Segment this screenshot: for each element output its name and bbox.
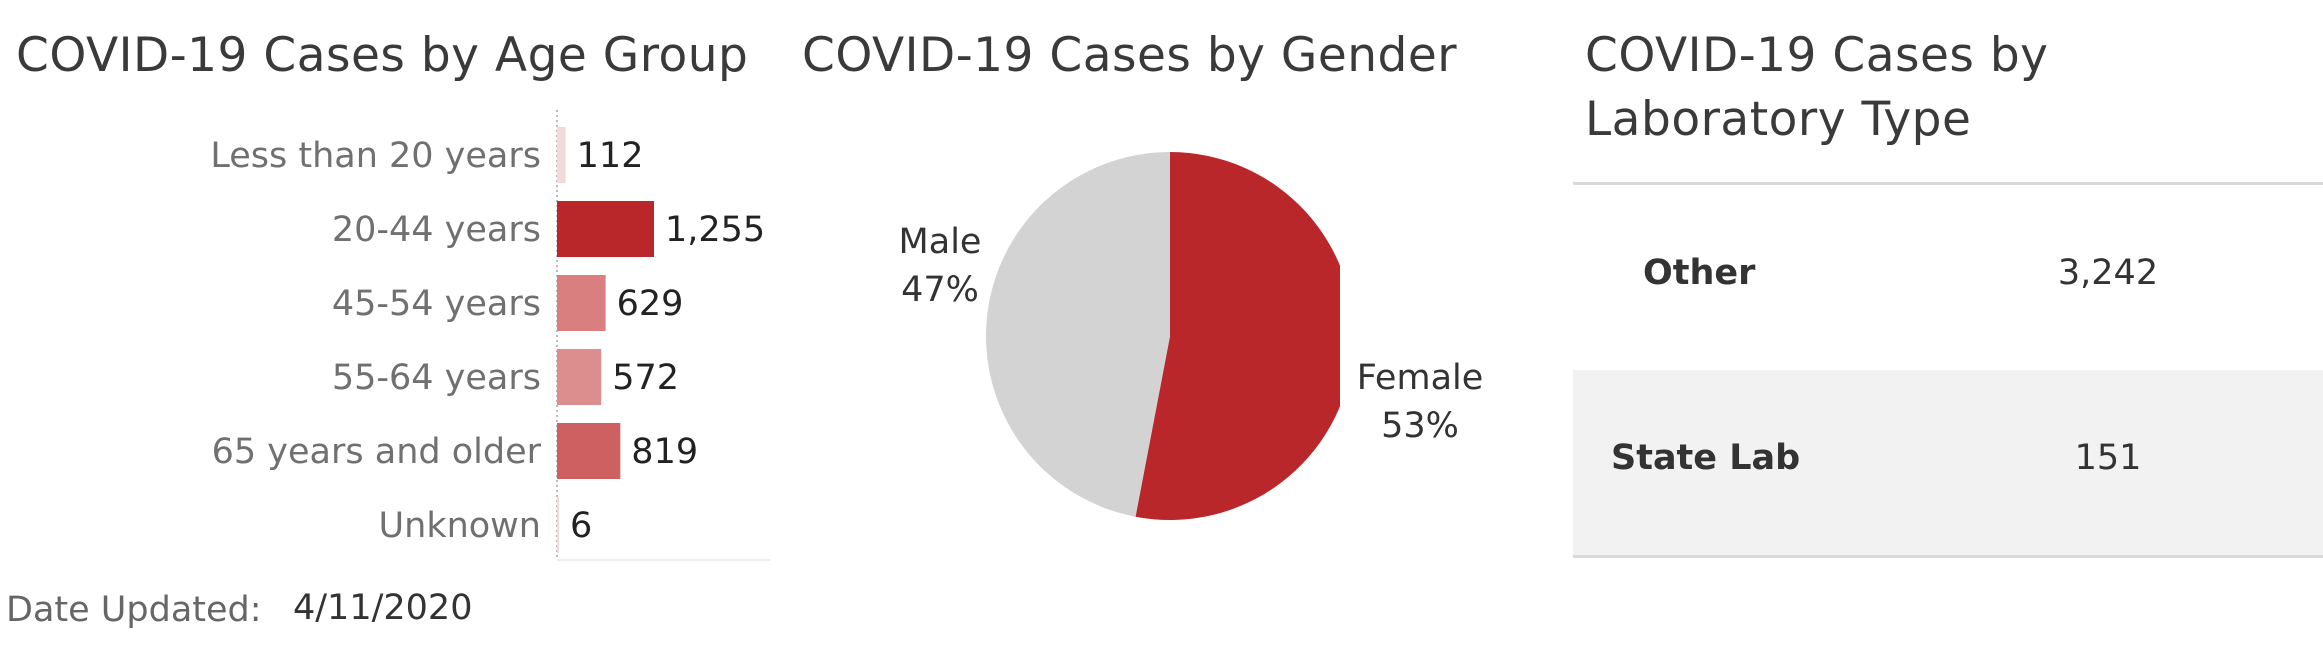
age-category-label: 45-54 years [332,284,541,324]
table-row: Other 3,242 [1573,185,2323,370]
gender-pie-chart [986,152,1340,520]
date-updated-value: 4/11/2020 [293,588,473,628]
table-divider [1573,182,2323,185]
age-value-label: 572 [612,358,679,398]
male-name: Male [898,222,982,262]
gender-chart-title: COVID-19 Cases by Gender [802,28,1458,83]
lab-type-table: Other 3,242 State Lab 151 [1573,182,2323,558]
age-category-label: Less than 20 years [210,136,541,176]
female-slice [1135,152,1340,520]
age-bar [557,127,566,183]
lab-name-other: Other [1643,253,1756,293]
lab-value-state-lab: 151 [2074,438,2142,478]
lab-name-state-lab: State Lab [1611,438,1801,478]
female-name: Female [1356,358,1484,398]
table-divider [1573,555,2323,558]
age-category-label: 65 years and older [212,432,542,472]
male-slice-label: Male 47% [880,218,1000,314]
age-bar [557,497,559,553]
age-bar-chart: Less than 20 years 112 20-44 years 1,255 45-… [210,110,770,561]
age-value-label: 819 [631,432,698,472]
age-value-label: 6 [570,506,592,546]
age-bar [557,201,654,257]
age-chart-title: COVID-19 Cases by Age Group [16,28,749,83]
age-bar [557,349,602,405]
date-updated-label: Date Updated: [6,590,262,630]
male-slice [986,152,1170,517]
table-row: State Lab 151 [1573,370,2323,555]
age-bar [557,423,621,479]
lab-table-title: COVID-19 Cases by Laboratory Type [1585,28,2049,147]
age-bar [557,275,606,331]
age-category-label: Unknown [379,506,541,546]
age-value-label: 1,255 [665,210,765,250]
age-category-label: 55-64 years [332,358,541,398]
lab-value-other: 3,242 [2057,253,2159,293]
male-percent: 47% [901,270,979,310]
female-percent: 53% [1381,406,1459,446]
age-category-label: 20-44 years [332,210,541,250]
age-value-label: 112 [577,136,644,176]
female-slice-label: Female 53% [1345,354,1495,450]
age-value-label: 629 [617,284,684,324]
